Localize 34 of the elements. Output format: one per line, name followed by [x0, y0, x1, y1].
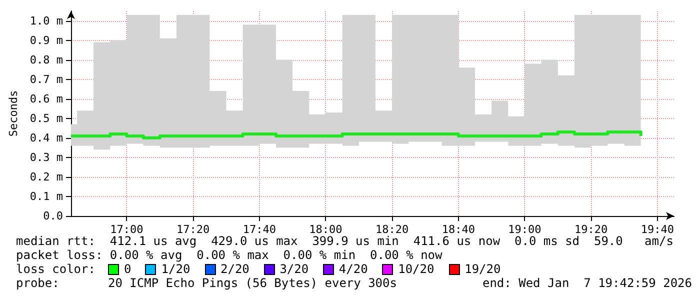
y-tick-label: 1.0 m — [30, 14, 64, 28]
x-tick-label: 18:00 — [309, 223, 342, 236]
text: 10/20 — [398, 262, 434, 276]
x-tick-label: 19:40 — [640, 223, 674, 236]
y-tick-label: 0.5 m — [30, 112, 64, 125]
text: 20 ICMP Echo Pings (56 Bytes) every 300s — [108, 276, 397, 290]
text: 4/20 — [338, 262, 368, 276]
y-tick-label: 0.2 m — [30, 170, 64, 184]
x-tick-label: 17:00 — [110, 223, 144, 236]
x-tick-label: 19:20 — [574, 223, 608, 236]
x-tick-label: 18:20 — [376, 223, 409, 236]
text: 0 — [124, 262, 132, 276]
text: median rtt: 412.1 us avg 429.0 us max 399.9 us min 411.6 us now 0.0 ms sd 59.0 am/s — [16, 234, 674, 248]
y-tick-label: 0.1 m — [30, 190, 64, 203]
text: probe: — [16, 276, 60, 290]
y-tick-label: 0.8 m — [30, 53, 64, 66]
text: 2/20 — [220, 262, 250, 276]
text: 3/20 — [280, 262, 309, 276]
y-tick-label: 0.4 m — [30, 131, 64, 144]
y-tick-label: 0.6 m — [30, 92, 64, 106]
x-tick-label: 17:40 — [242, 223, 276, 236]
text: 19/20 — [464, 262, 501, 276]
x-tick-label: 18:40 — [442, 223, 475, 236]
text: 1/20 — [161, 262, 190, 276]
y-tick-label: 0.7 m — [30, 72, 64, 86]
y-tick-label: 0.0 — [43, 210, 64, 222]
y-tick-label: 0.3 m — [30, 150, 64, 164]
y-axis-title: Seconds — [7, 90, 20, 137]
x-tick-label: 17:20 — [176, 223, 210, 236]
x-tick-label: 19:00 — [508, 223, 542, 236]
text: end: Wed Jan 7 19:42:59 2026 — [482, 276, 692, 290]
text: packet loss: 0.00 % avg 0.00 % max 0.00 % min 0.00 % now — [16, 248, 442, 262]
text: loss color: — [16, 262, 96, 276]
y-tick-label: 0.9 m — [30, 34, 64, 47]
